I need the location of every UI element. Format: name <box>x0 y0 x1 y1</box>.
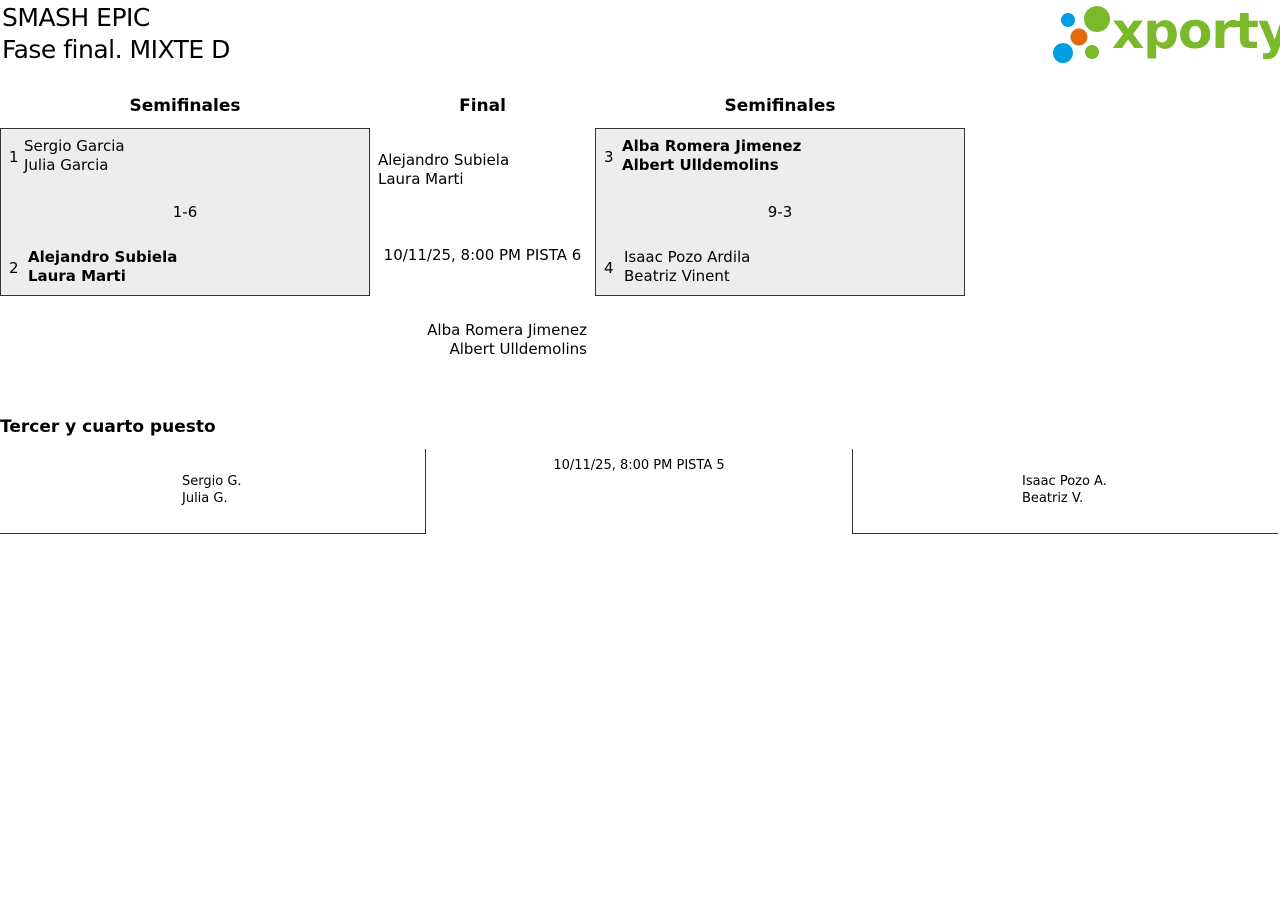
player: Alejandro Subiela <box>378 151 510 169</box>
third-place-schedule: 10/11/25, 8:00 PM PISTA 5 <box>553 458 725 473</box>
column-header-left: Semifinales <box>129 96 241 116</box>
seed: 2 <box>9 259 19 277</box>
logo-text: xporty <box>1112 2 1280 60</box>
match-score: 9-3 <box>767 203 793 221</box>
column-header-right: Semifinales <box>724 96 836 116</box>
player: Isaac Pozo A. <box>1022 474 1107 489</box>
third-place-title: Tercer y cuarto puesto <box>0 417 216 437</box>
player: Alba Romera Jimenez <box>622 137 802 155</box>
team-2: Isaac Pozo Ardila Beatriz Vinent <box>624 248 750 286</box>
seed: 1 <box>9 148 19 166</box>
player: Sergio Garcia <box>24 137 125 155</box>
column-header-final: Final <box>459 96 506 116</box>
player: Isaac Pozo Ardila <box>624 248 751 266</box>
player: Sergio G. <box>182 474 242 489</box>
seed: 3 <box>604 148 614 166</box>
player: Beatriz V. <box>1022 491 1084 506</box>
player: Beatriz Vinent <box>624 267 730 285</box>
third-place-team-2[interactable]: Isaac Pozo A. Beatriz V. <box>852 449 1278 534</box>
team-2-winner: Alejandro Subiela Laura Marti <box>28 248 177 286</box>
player: Alba Romera Jimenez <box>427 321 587 339</box>
logo-dots-icon <box>1053 6 1110 63</box>
player: Julia Garcia <box>24 156 109 174</box>
final-schedule: 10/11/25, 8:00 PM PISTA 6 <box>383 246 582 264</box>
player: Alejandro Subiela <box>28 248 178 266</box>
tournament-title: SMASH EPIC <box>2 3 150 32</box>
player: Julia G. <box>182 491 228 506</box>
third-place-team-1[interactable]: Sergio G. Julia G. <box>0 449 426 534</box>
player: Laura Marti <box>28 267 126 285</box>
semifinal-match-1[interactable]: 1 Sergio Garcia Julia Garcia 1-6 2 Aleja… <box>0 128 370 296</box>
match-score: 1-6 <box>172 203 198 221</box>
player: Laura Marti <box>378 170 464 188</box>
phase-title: Fase final. MIXTE D <box>2 35 230 64</box>
semifinal-match-2[interactable]: 3 Alba Romera Jimenez Albert Ulldemolins… <box>595 128 965 296</box>
player: Albert Ulldemolins <box>622 156 779 174</box>
xporty-logo: xporty <box>1050 2 1280 66</box>
seed: 4 <box>604 259 614 277</box>
player: Albert Ulldemolins <box>449 340 587 358</box>
final-team-2: Alba Romera Jimenez Albert Ulldemolins <box>370 321 587 359</box>
team-1: Sergio Garcia Julia Garcia <box>24 137 125 175</box>
team-1-winner: Alba Romera Jimenez Albert Ulldemolins <box>622 137 801 175</box>
final-team-1: Alejandro Subiela Laura Marti <box>378 151 509 189</box>
